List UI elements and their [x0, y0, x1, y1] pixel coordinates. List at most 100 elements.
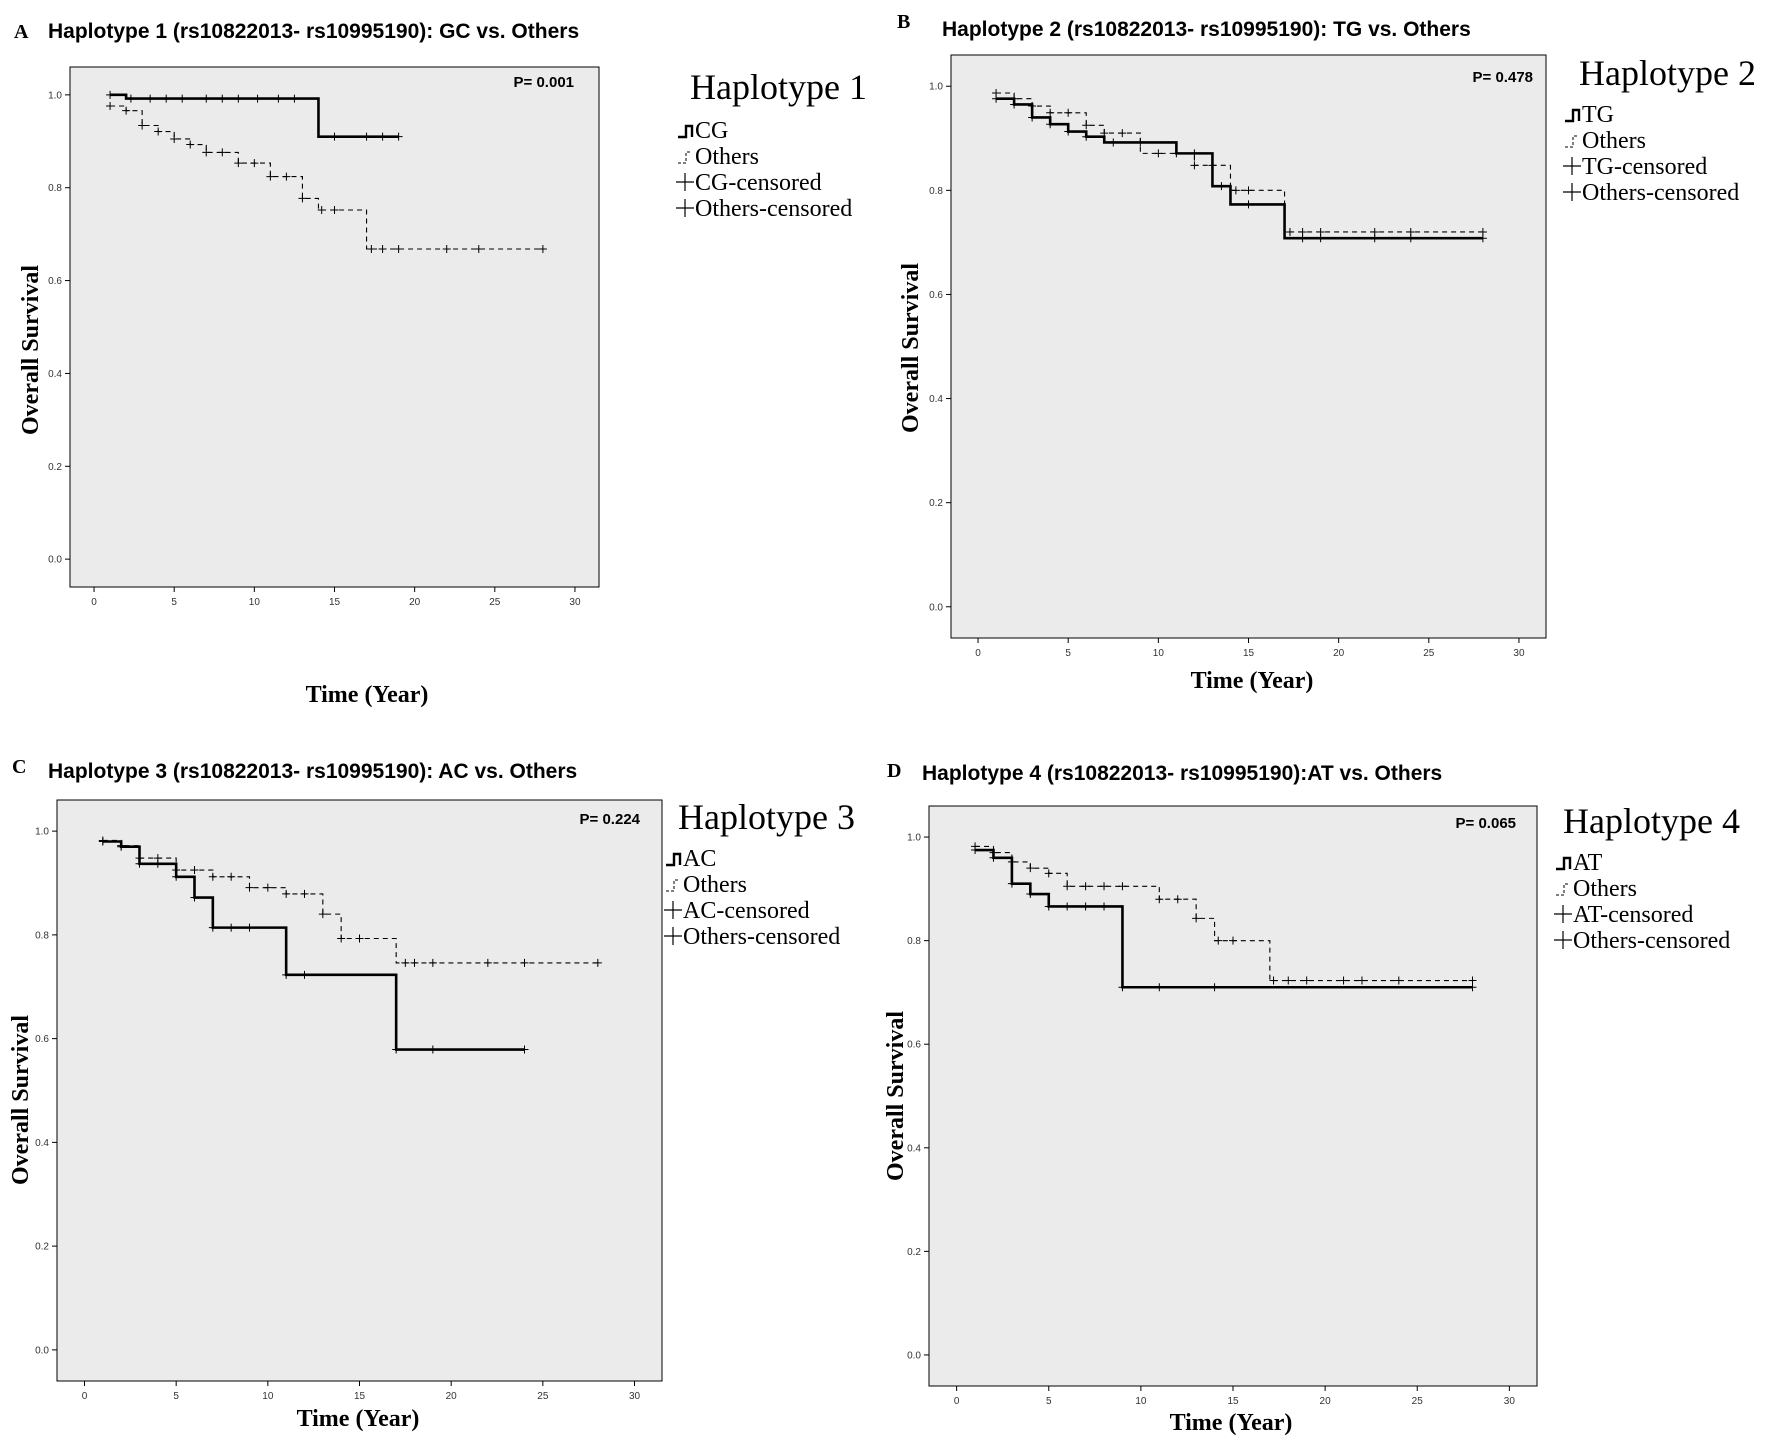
censor-mark-others	[1100, 129, 1109, 138]
censor-mark-others	[1154, 149, 1163, 158]
censor-mark-others	[337, 934, 346, 943]
legend-symbol-dashed-step	[1565, 135, 1579, 148]
censor-mark-others	[1044, 869, 1053, 878]
legend-symbol-censor	[664, 901, 682, 919]
legend-symbol-dashed-step	[666, 879, 680, 892]
censor-mark-others	[202, 148, 211, 157]
x-tick-label: 25	[1412, 1396, 1424, 1407]
x-tick-label: 25	[489, 597, 501, 608]
x-tick-label: 5	[1046, 1396, 1052, 1407]
censor-mark-others	[245, 883, 254, 892]
censor-mark-others	[1231, 186, 1240, 195]
censor-mark-others	[172, 866, 181, 875]
x-tick-label: 15	[354, 1391, 366, 1402]
chart-title: Haplotype 2 (rs10822013- rs10995190): TG…	[942, 18, 1471, 41]
censor-mark-cg	[290, 94, 299, 103]
y-tick-label: 0.8	[929, 186, 943, 197]
chart-panel-a: A Haplotype 1 (rs10822013- rs10995190): G…	[14, 20, 867, 708]
y-tick-label: 0.8	[35, 930, 49, 941]
censor-mark-others	[1214, 936, 1223, 945]
censor-mark-others	[483, 958, 492, 967]
censor-mark-cg	[178, 94, 187, 103]
p-value-annotation: P= 0.478	[1473, 69, 1533, 86]
censor-mark-at	[1063, 902, 1072, 911]
legend-symbol-solid-step	[666, 852, 682, 867]
legend-item-label: Others-censored	[1582, 180, 1739, 206]
censor-mark-others	[282, 889, 291, 898]
survival-curve-ac	[102, 840, 525, 1051]
y-tick-label: 0.6	[48, 276, 62, 287]
chart-panel-d: D Haplotype 4 (rs10822013- rs10995190):AT…	[883, 760, 1740, 1436]
legend-item-label: Others	[683, 872, 747, 898]
chart-title: Haplotype 4 (rs10822013- rs10995190):AT …	[922, 762, 1442, 785]
censor-mark-others	[190, 866, 199, 875]
legend: Haplotype 3 ACOthersAC-censoredOthers-cen…	[664, 797, 855, 950]
chart-title: Haplotype 1 (rs10822013- rs10995190): GC…	[48, 20, 579, 43]
x-axis-label: Time (Year)	[1191, 668, 1314, 694]
censor-mark-others	[1229, 936, 1237, 945]
y-tick-label: 1.0	[907, 833, 921, 844]
censor-mark-others	[298, 194, 307, 203]
censor-mark-others	[186, 140, 195, 149]
censor-mark-cg	[234, 94, 243, 103]
censor-mark-others	[989, 848, 998, 857]
y-tick-label: 0.6	[929, 290, 943, 301]
legend-item-label: Others-censored	[683, 924, 840, 950]
legend-symbol-censor	[664, 927, 682, 945]
legend-symbol-censor	[676, 173, 694, 191]
censor-mark-others	[1028, 102, 1037, 111]
censor-mark-others	[442, 245, 451, 253]
legend-symbol-censor	[1563, 157, 1581, 175]
x-tick-label: 30	[629, 1391, 641, 1402]
censor-mark-tg	[1064, 127, 1073, 136]
censor-mark-cg	[362, 132, 371, 141]
censor-mark-others	[1244, 186, 1253, 195]
censor-mark-others	[992, 88, 1001, 97]
censor-mark-tg	[1109, 138, 1118, 147]
y-tick-label: 0.2	[907, 1247, 921, 1258]
censor-mark-others	[1173, 895, 1182, 904]
x-tick-label: 20	[409, 597, 421, 608]
censor-mark-tg	[1028, 113, 1037, 122]
censor-mark-tg	[1217, 182, 1226, 191]
x-tick-label: 15	[1243, 648, 1255, 659]
censor-mark-cg	[126, 94, 135, 103]
legend-title: Haplotype 2	[1579, 53, 1756, 93]
legend-symbol-censor	[1554, 931, 1572, 949]
censor-mark-cg	[162, 94, 171, 103]
x-tick-label: 0	[91, 597, 97, 608]
censor-mark-at	[1210, 983, 1219, 992]
plot-area	[950, 54, 1547, 639]
censor-mark-others	[410, 958, 419, 967]
y-tick-label: 0.8	[48, 183, 62, 194]
censor-mark-cg	[274, 94, 283, 103]
censor-mark-others	[1208, 161, 1217, 170]
censor-mark-cg	[253, 94, 262, 103]
censor-mark-others	[330, 206, 339, 214]
censor-mark-others	[1118, 882, 1127, 891]
censor-mark-others	[117, 841, 126, 850]
censor-mark-others	[1064, 108, 1073, 117]
censor-mark-others	[971, 842, 980, 851]
y-tick-label: 0.4	[929, 394, 943, 405]
censor-mark-others	[1007, 857, 1016, 866]
censor-mark-others	[1406, 227, 1415, 236]
x-tick-label: 5	[173, 1391, 179, 1402]
censor-mark-at	[1100, 902, 1109, 911]
censor-mark-tg	[1046, 120, 1055, 129]
censor-mark-ac	[300, 970, 309, 979]
censor-mark-at	[1155, 983, 1164, 992]
x-tick-label: 5	[171, 597, 177, 608]
censor-mark-at	[1118, 983, 1127, 992]
x-tick-label: 0	[975, 648, 981, 659]
panel-letter: C	[12, 756, 26, 778]
y-tick-label: 0.2	[48, 462, 62, 473]
censor-mark-ac	[208, 923, 217, 932]
censor-mark-others	[1478, 227, 1487, 236]
legend-item-label: AT-censored	[1573, 902, 1693, 928]
censor-mark-others	[1172, 149, 1181, 158]
censor-mark-ac	[282, 970, 291, 979]
legend-symbol-censor	[1554, 905, 1572, 923]
legend-symbol-dashed-step	[678, 151, 692, 164]
censor-mark-ac	[392, 1045, 401, 1054]
